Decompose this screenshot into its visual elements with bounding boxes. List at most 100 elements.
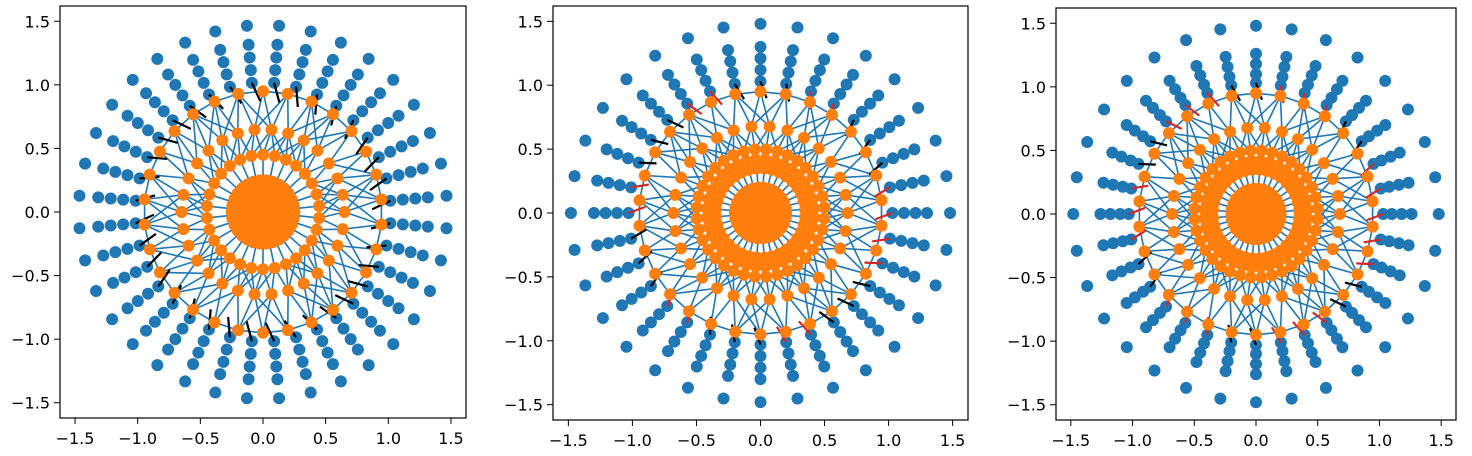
inner-point [834, 171, 847, 184]
link-line [159, 245, 190, 273]
link-line [669, 131, 691, 163]
link-line [343, 174, 377, 213]
inner-point [215, 244, 228, 257]
outer-tip-point [579, 279, 592, 292]
outer-point [1221, 60, 1234, 73]
link-line [786, 295, 811, 325]
link-line [818, 276, 852, 295]
link-line [342, 194, 382, 226]
outer-point [895, 234, 908, 247]
inner-point [1276, 265, 1289, 278]
x-tick-label: 1.5 [940, 431, 965, 450]
tether-line [628, 205, 646, 215]
outer-point [674, 88, 687, 101]
outer-point [121, 169, 134, 182]
outer-point [148, 315, 161, 328]
x-tick-label: 0.5 [313, 429, 338, 448]
inner-point [175, 206, 188, 218]
outer-point [421, 220, 434, 233]
tether-line [1206, 92, 1220, 107]
link-line [638, 194, 676, 227]
link-line [669, 131, 682, 178]
link-line [784, 94, 789, 131]
inner-point [1245, 261, 1258, 274]
inner-point [737, 268, 750, 281]
outer-point [244, 64, 257, 77]
inner-point [1250, 328, 1262, 341]
inner-point [649, 267, 662, 280]
inner-point [1274, 213, 1287, 226]
link-line [144, 194, 184, 201]
outer-point [809, 74, 822, 87]
outer-tip-point [151, 359, 164, 372]
outer-point [214, 43, 227, 56]
outer-tip-point [387, 73, 400, 86]
link-line [253, 93, 289, 131]
outer-point [371, 124, 384, 137]
inner-point [305, 177, 318, 190]
link-line [328, 130, 353, 164]
link-line [1231, 299, 1266, 333]
outer-point [187, 53, 200, 66]
inner-point [1133, 220, 1146, 233]
link-line [840, 247, 877, 252]
inner-point [1245, 154, 1258, 167]
inner-point [187, 108, 200, 121]
outer-point [661, 68, 674, 81]
inner-point [1199, 194, 1212, 207]
inner-point [1199, 244, 1212, 257]
outer-tip-point [179, 36, 192, 49]
x-tick-label: 0.5 [1305, 431, 1330, 450]
outer-tip-point [912, 101, 925, 114]
outer-point [690, 360, 703, 373]
outer-tip-point [754, 396, 767, 409]
inner-point [696, 179, 709, 192]
outer-point [897, 207, 910, 219]
link-line [337, 244, 377, 251]
x-tick-label: 0.0 [250, 429, 275, 448]
inner-point [1306, 143, 1319, 156]
inner-point [231, 127, 244, 140]
inner-point [279, 258, 292, 271]
inner-point [1236, 259, 1249, 272]
outer-point [1120, 118, 1133, 131]
inner-point [638, 244, 651, 257]
outer-point [351, 343, 364, 356]
axis-ticks: −1.5 −1.0 −0.5 0.0 0.5 1.0 1.5 −1.5 −1.0 −0.5 0.0 0… [1007, 14, 1454, 450]
outer-point [1116, 180, 1129, 193]
inner-point [669, 188, 682, 201]
outer-tip-point [1098, 103, 1111, 116]
outer-tip-point [859, 49, 872, 62]
inner-point [1317, 258, 1330, 271]
outer-tip-point [681, 32, 694, 45]
link-line [844, 230, 867, 275]
link-line [1337, 231, 1359, 275]
inner-point [234, 153, 247, 166]
outer-point [1392, 237, 1405, 250]
outer-point [1250, 358, 1262, 371]
link-line [818, 277, 833, 312]
outer-tip-point [362, 52, 375, 65]
outer-tip-point [1120, 74, 1133, 87]
link-line [830, 131, 852, 163]
link-line [710, 101, 735, 131]
outer-tip-point [79, 254, 92, 267]
outer-point [395, 271, 408, 284]
outer-tip-point [1401, 103, 1414, 116]
outer-tip-point [1081, 280, 1094, 293]
inner-point [1337, 127, 1350, 140]
link-line [768, 299, 787, 333]
outer-tip-point [273, 392, 286, 405]
outer-point [142, 287, 155, 300]
center-point [1250, 208, 1262, 220]
inner-point [1244, 144, 1257, 157]
inner-point [1208, 133, 1221, 146]
outer-point [722, 44, 735, 57]
link-line [1337, 195, 1374, 228]
link-line [803, 287, 833, 312]
outer-point [611, 207, 624, 219]
inner-point [760, 143, 773, 156]
outer-tip-point [620, 340, 633, 353]
x-tick-label: 1.5 [1428, 431, 1453, 450]
outer-tip-point [944, 207, 957, 219]
